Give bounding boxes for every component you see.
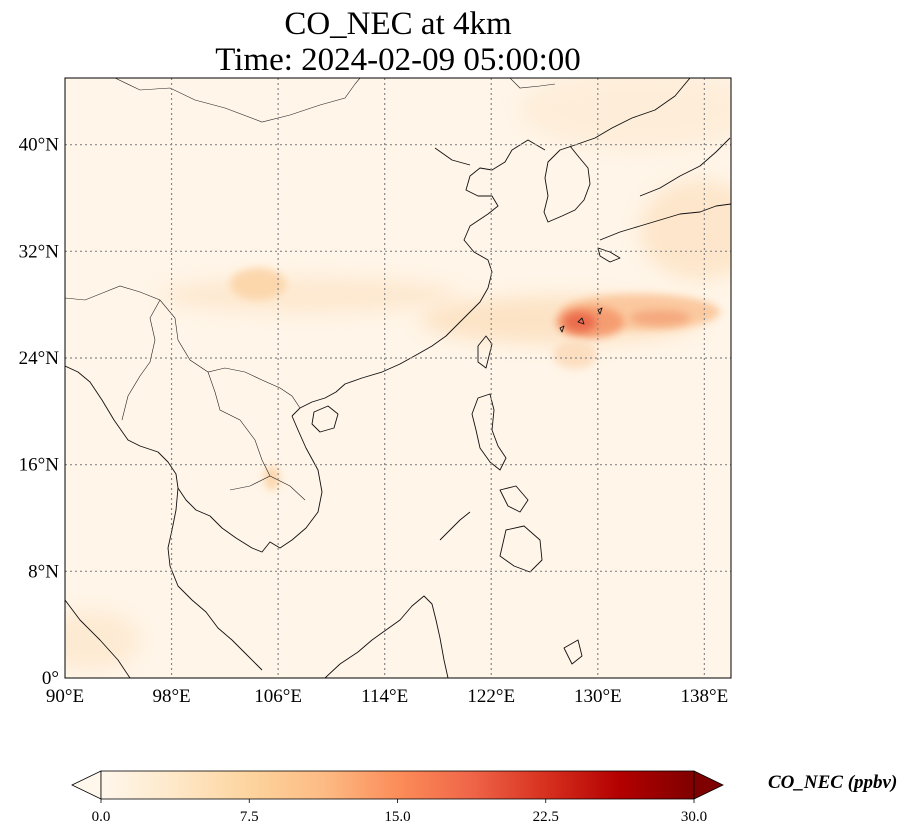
lon-tick-label: 114°E: [361, 686, 408, 707]
border-laos: [207, 371, 271, 477]
concentration-field: [65, 78, 731, 670]
lat-tick-label: 32°N: [19, 241, 60, 262]
colorbar-gradient: [100, 770, 695, 800]
coast-borneo: [324, 595, 449, 678]
map-frame: [64, 77, 732, 679]
colorbar-tick-label: 0.0: [92, 809, 111, 825]
coast-ryukyu: [559, 307, 603, 333]
coast-vietnam: [251, 415, 323, 553]
colorbar-extend-low: [71, 770, 102, 800]
coast-sulawesi: [563, 639, 583, 665]
coast-mindanao: [499, 525, 543, 573]
colorbar: 0.0 7.5 15.0 22.5 30.0 CO_NEC (ppbv): [71, 770, 897, 825]
coast-china-east: [291, 139, 546, 417]
plume-sichuan: [230, 268, 286, 300]
coast-hainan: [311, 405, 339, 433]
lon-tick-label: 122°E: [467, 686, 515, 707]
coast-palawan: [439, 511, 471, 541]
latitude-tick-labels: 0° 8°N 16°N 24°N 32°N 40°N: [19, 135, 60, 689]
coast-korea: [543, 78, 691, 223]
lon-tick-label: 98°E: [152, 686, 190, 707]
colorbar-tick-label: 7.5: [240, 809, 259, 825]
coast-luzon: [471, 393, 507, 471]
haze-north: [520, 78, 731, 150]
colorbar-tick-label: 15.0: [384, 809, 410, 825]
plume-east-streak: [630, 310, 690, 326]
coast-japan-kyushu: [597, 247, 621, 263]
map-title-line2: Time: 2024-02-09 05:00:00: [215, 42, 580, 78]
coastlines: [65, 78, 731, 678]
lat-tick-label: 40°N: [19, 135, 60, 156]
lon-tick-label: 130°E: [574, 686, 622, 707]
coast-japan-honshu: [599, 203, 731, 241]
lon-tick-label: 106°E: [254, 686, 302, 707]
plume-japan: [640, 180, 731, 280]
lat-tick-label: 8°N: [28, 561, 59, 582]
colorbar-ticks: 0.0 7.5 15.0 22.5 30.0: [92, 799, 707, 825]
colorbar-tick-label: 30.0: [681, 809, 707, 825]
plume-okinawa-core: [564, 312, 596, 332]
colorbar-tick-label: 22.5: [533, 809, 559, 825]
colorbar-label: CO_NEC (ppbv): [768, 772, 897, 793]
coast-japan-north: [639, 137, 731, 197]
coast-taiwan: [477, 335, 493, 369]
border-cambodia: [229, 475, 306, 501]
coast-gulf-thailand-bay-bengal: [65, 365, 253, 549]
lat-tick-label: 24°N: [19, 348, 60, 369]
lat-tick-label: 16°N: [19, 455, 60, 476]
haze-southwest: [65, 610, 140, 670]
lon-tick-label: 90°E: [46, 686, 84, 707]
lat-tick-label: 0°: [42, 668, 59, 689]
border-china-south: [65, 285, 301, 409]
map-panel: [64, 77, 732, 679]
lon-tick-label: 138°E: [681, 686, 729, 707]
gridlines: [65, 78, 731, 678]
border-mongolia: [114, 78, 361, 123]
border-myanmar: [121, 299, 161, 421]
coast-sumatra: [65, 599, 131, 678]
coast-bohai: [434, 147, 471, 166]
map-title-line1: CO_NEC at 4km: [284, 6, 512, 42]
plume-band-central: [160, 277, 460, 313]
plume-south-okinawa: [553, 341, 597, 369]
coast-visayas: [499, 485, 529, 513]
colorbar-extend-high: [693, 770, 724, 800]
border-russia-ne: [509, 78, 556, 89]
map-background: [65, 78, 731, 678]
longitude-tick-labels: 90°E 98°E 106°E 114°E 122°E 130°E 138°E: [46, 686, 728, 707]
